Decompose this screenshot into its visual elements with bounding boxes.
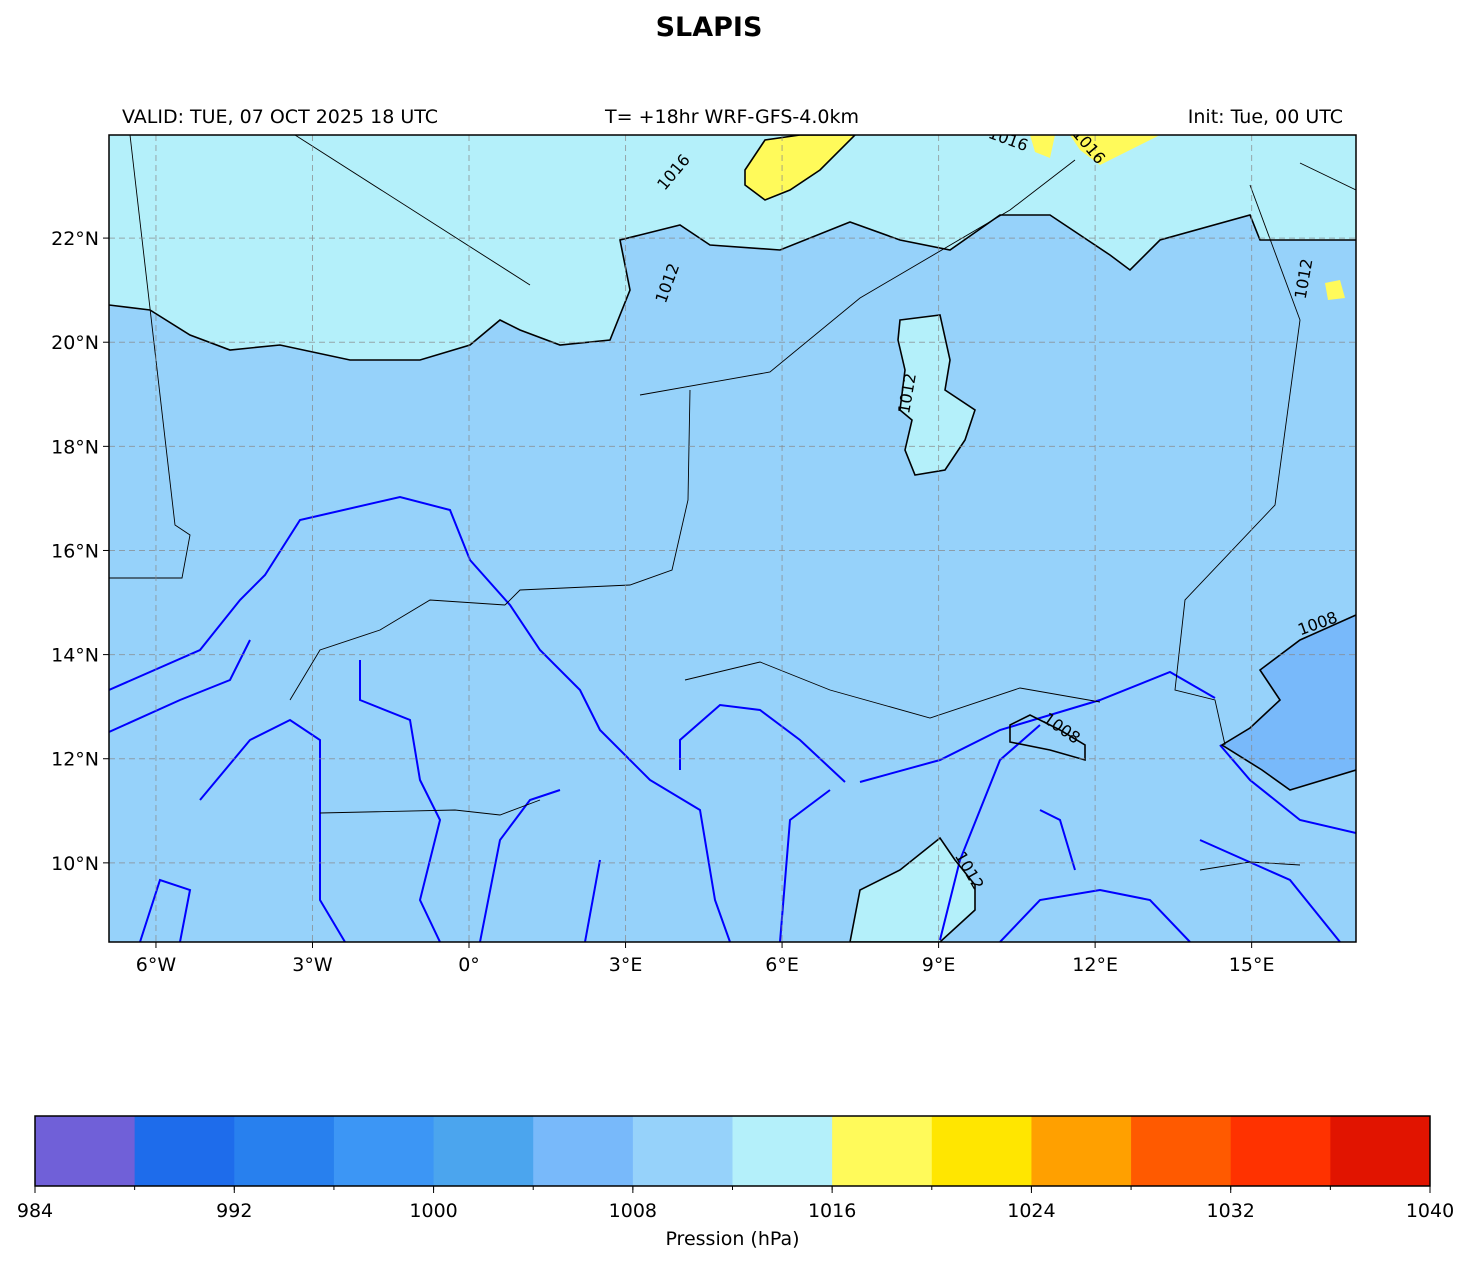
field-1016 (1325, 280, 1345, 300)
grid (109, 135, 1356, 942)
colorbar-frame (34, 1115, 1431, 1187)
y-tick-label: 14°N (51, 645, 99, 667)
colorbar-tick-label: 992 (216, 1200, 252, 1222)
colorbar-label: Pression (hPa) (665, 1228, 799, 1250)
colorbar-bin (732, 1116, 833, 1186)
contours (109, 135, 1356, 942)
colorbar-bin (1031, 1116, 1132, 1186)
title: SLAPIS (656, 12, 763, 43)
colorbar-bin (35, 1116, 136, 1186)
y-tick-label: 16°N (51, 540, 99, 562)
x-tick-label: 6°W (136, 954, 177, 976)
y-tick-label: 22°N (51, 228, 99, 250)
colorbar-bin (1230, 1116, 1331, 1186)
colorbar-bin (533, 1116, 634, 1186)
header-right: Init: Tue, 00 UTC (1188, 106, 1343, 128)
colorbar-bin (333, 1116, 435, 1186)
colorbar: 984 992 1000 1008 1016 1024 1032 1040 Pression (… (17, 1115, 1454, 1250)
field-1012 (850, 838, 975, 942)
map-frame (108, 134, 1357, 943)
colorbar-bin (234, 1116, 335, 1186)
colorbar-bin (832, 1116, 933, 1186)
x-tick-label: 9°E (922, 954, 956, 976)
colorbar-bin (433, 1116, 534, 1186)
colorbar-tick-label: 1040 (1406, 1200, 1454, 1222)
borders (109, 135, 1356, 871)
field-1016 (1030, 135, 1055, 158)
header-center: T= +18hr WRF-GFS-4.0km (604, 106, 859, 128)
colorbar-tick-label: 1016 (808, 1200, 856, 1222)
isobars (109, 495, 1356, 942)
colorbar-bin (931, 1116, 1032, 1186)
x-tick-label: 3°W (292, 954, 333, 976)
field-1004 (1222, 615, 1356, 790)
y-tick-label: 10°N (51, 853, 99, 875)
field-1016 (1070, 135, 1160, 165)
colorbar-bin (1330, 1116, 1431, 1186)
field-1016 (745, 135, 855, 200)
colorbar-tick-label: 1024 (1007, 1200, 1055, 1222)
colorbar-tick-label: 984 (17, 1200, 53, 1222)
colorbar-bin (134, 1116, 235, 1186)
x-tick-label: 3°E (609, 954, 643, 976)
colorbar-tick-label: 1008 (609, 1200, 657, 1222)
y-tick-label: 20°N (51, 332, 99, 354)
colorbar-bin (1131, 1116, 1232, 1186)
y-tick-label: 18°N (51, 436, 99, 458)
x-tick-label: 0° (458, 954, 480, 976)
x-tick-label: 12°E (1072, 954, 1118, 976)
colorbar-tick-label: 1000 (409, 1200, 457, 1222)
field-1012 (109, 135, 1356, 360)
x-tick-label: 15°E (1229, 954, 1275, 976)
y-tick-label: 12°N (51, 749, 99, 771)
colorbar-tick-label: 1032 (1207, 1200, 1255, 1222)
x-tick-label: 6°E (765, 954, 799, 976)
axes: 6°W 3°W 0° 3°E 6°E 9°E 12°E 15°E 10°N 12°N 14°N 16°… (51, 228, 1274, 976)
header-left: VALID: TUE, 07 OCT 2025 18 UTC (122, 106, 438, 128)
colorbar-bin (632, 1116, 733, 1186)
field-1012 (898, 315, 975, 475)
